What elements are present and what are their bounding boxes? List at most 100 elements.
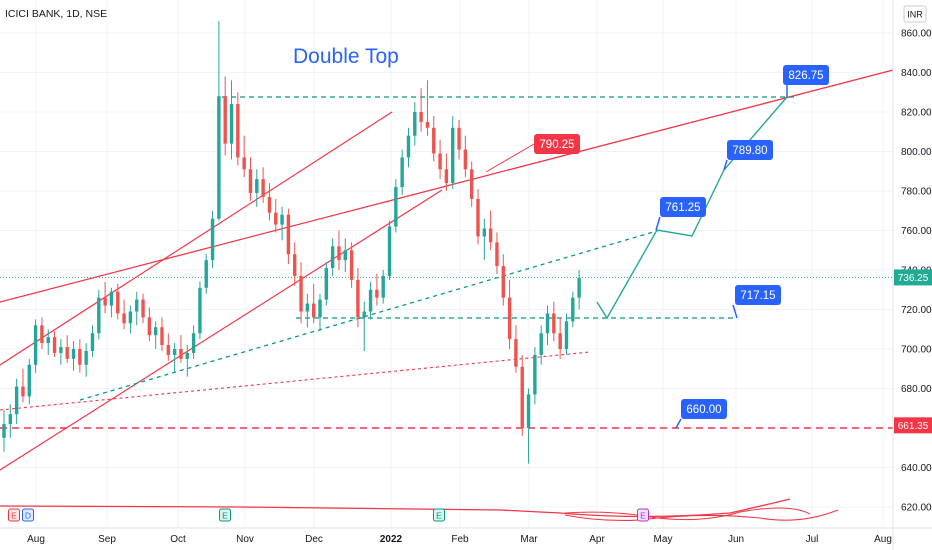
price-label-761-25[interactable]: 761.25 [660,197,706,217]
earnings-badge[interactable]: E [637,508,649,522]
lower-trend-dotted[interactable] [0,351,591,411]
indicator-line-c [564,507,811,521]
indicator-line-b [564,509,839,521]
time-tick-label: Dec [305,534,323,545]
candle-body [147,317,152,336]
candle-body [457,127,461,150]
candle-body [438,153,442,170]
candle-body [128,311,133,324]
earnings-badge[interactable]: E [433,508,445,522]
time-tick-label: Mar [520,534,538,545]
candle-body [109,291,114,306]
indicator-line-a [0,498,791,518]
candle-body [274,212,278,225]
candle-body [463,149,468,170]
svg-text:660.00: 660.00 [686,404,721,416]
price-axis[interactable]: 860.00840.00820.00800.00780.00760.00740.… [892,0,932,550]
time-tick-label: Sep [98,534,116,545]
candle-body [432,127,436,154]
candle-body [539,333,543,355]
price-tick-label: 820.00 [901,108,932,119]
candle-body [564,321,569,349]
candle-body [545,313,550,334]
label-pointer-790[interactable] [485,143,535,173]
candle-body [103,297,107,306]
time-tick-label: Nov [236,534,254,545]
candle-body [59,347,63,353]
candle-body [90,333,95,351]
price-label-789-80[interactable]: 789.80 [727,140,773,160]
candle-body [533,354,537,395]
candle-body [375,289,379,298]
svg-text:E: E [640,511,646,521]
candle-body [425,121,430,128]
candle-body [356,279,360,318]
candle-body [27,364,31,397]
current-price-marker: 736.25 [894,269,932,286]
dividend-badge[interactable]: D [22,508,34,522]
svg-text:790.25: 790.25 [539,139,574,151]
pattern-title[interactable]: Double Top [293,45,399,68]
price-label-660-00[interactable]: 660.00 [681,399,727,419]
candle-body [135,299,139,312]
candle-body [495,242,499,267]
price-tick-label: 680.00 [901,384,932,395]
candle-body [223,96,227,144]
earnings-badge[interactable]: E [8,508,20,522]
candle-body [65,347,69,359]
price-tick-label: 760.00 [901,226,932,237]
candle-body [451,127,455,184]
candle-body [122,313,126,324]
candle-body [166,345,171,355]
channel-lower-red[interactable] [0,189,443,471]
price-labels[interactable]: 790.25 826.75 789.80 761.25 717.15 660.00 [534,65,829,429]
candle-body [558,333,562,349]
candle-body [286,214,291,255]
price-label-717-15[interactable]: 717.15 [735,285,781,305]
candle-body [160,327,164,346]
price-label-826-75[interactable]: 826.75 [783,65,829,85]
time-tick-label: Feb [451,534,469,545]
candle-body [46,337,50,344]
candle-body [210,218,215,261]
time-tick-label: Aug [874,534,892,545]
channel-upper-red[interactable] [0,111,393,366]
candle-body [299,275,303,312]
candle-body [577,277,581,298]
time-axis[interactable]: Aug Sep Oct Nov Dec 2022 Feb Mar Apr May Jun Jul Aug [0,527,932,545]
currency-label: INR [907,10,923,20]
candle-body [116,291,120,314]
candle-body [198,287,202,334]
candle-body [261,179,265,197]
svg-text:661.35: 661.35 [898,421,929,432]
time-tick-label: Oct [170,534,186,545]
svg-text:E: E [222,511,228,521]
earnings-badge[interactable]: E [219,508,231,522]
candle-body [311,303,316,318]
candle-body [33,325,38,365]
label-pointer [732,304,738,319]
price-tick-label: 780.00 [901,187,932,198]
support-price-marker: 661.35 [894,417,932,434]
candle-body [267,196,272,213]
candle-body [400,157,404,188]
candle-body [571,297,575,322]
price-label-790-25[interactable]: 790.25 [534,134,580,154]
candle-body [444,169,449,184]
svg-text:D: D [25,511,31,521]
candle-body [419,112,423,122]
time-tick-label: May [654,534,673,545]
candle-body [501,266,505,298]
candle-body [406,135,411,158]
currency-button[interactable]: INR [903,5,927,23]
label-pointer [655,216,661,231]
candle-body [324,268,329,300]
candle-body [343,250,347,261]
chart-grid [0,0,893,528]
candle-body [381,275,385,298]
candle-body [362,311,366,318]
price-tick-label: 800.00 [901,147,932,158]
time-tick-label: Jul [806,534,819,545]
